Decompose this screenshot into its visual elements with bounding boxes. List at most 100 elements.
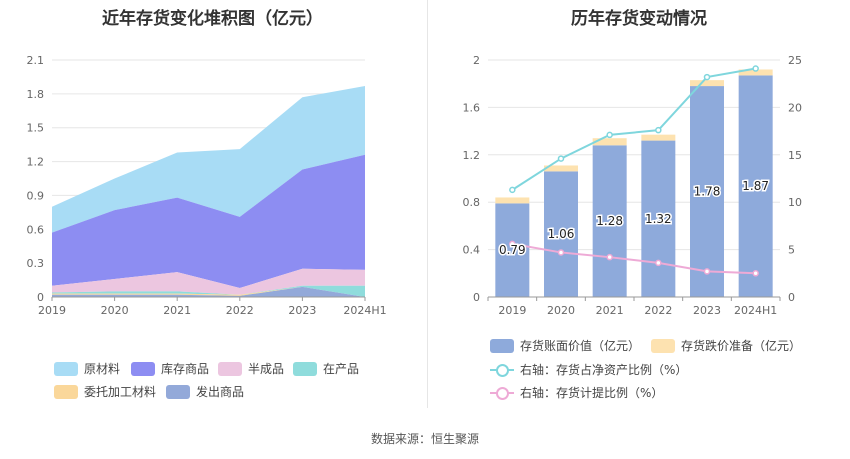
y2-tick-label: 10 <box>788 196 802 209</box>
legend-swatch <box>166 384 190 399</box>
legend-label: 库存商品 <box>161 362 210 376</box>
line-point <box>703 73 711 81</box>
y-tick-label: 2.1 <box>27 54 45 67</box>
y-tick-label: 0.9 <box>27 189 45 202</box>
y-tick-label: 1.5 <box>27 122 45 135</box>
x-tick-label: 2020 <box>547 304 575 317</box>
data-source-note: 数据来源：恒生聚源 <box>370 432 479 446</box>
panel-divider <box>427 0 428 408</box>
bar-book-value <box>495 203 530 297</box>
legend-swatch <box>293 361 317 376</box>
x-tick-label: 2019 <box>38 304 66 317</box>
y-tick-label: 1.2 <box>463 149 481 162</box>
legend-swatch <box>54 384 78 399</box>
bar-data-label: 1.78 <box>694 185 721 199</box>
y-tick-label: 1.2 <box>27 156 45 169</box>
line-point <box>606 253 613 261</box>
line-point <box>752 270 759 277</box>
legend-item-in-process[interactable]: 在产品 <box>293 360 359 377</box>
y-tick-label: 2 <box>473 54 480 67</box>
line-point <box>655 126 662 134</box>
legend-swatch <box>651 338 675 353</box>
legend-label: 右轴：存货计提比例（%） <box>520 386 664 400</box>
bar-impairment <box>738 69 773 76</box>
legend-label: 右轴：存货占净资产比例（%） <box>520 363 688 377</box>
x-tick-label: 2022 <box>644 304 672 317</box>
left-chart-title: 近年存货变化堆积图（亿元） <box>102 9 323 29</box>
y2-tick-label: 0 <box>788 291 795 304</box>
bar-impairment <box>690 80 724 87</box>
legend-label: 原材料 <box>84 362 121 376</box>
x-tick-label: 2022 <box>226 304 254 317</box>
legend-item-book-value[interactable]: 存货账面价值（亿元） <box>490 337 640 354</box>
x-tick-label: 2021 <box>163 304 191 317</box>
bar-impairment <box>544 165 578 172</box>
bar-data-label: 0.79 <box>499 243 526 257</box>
legend-item-shipped-goods[interactable]: 发出商品 <box>166 383 244 400</box>
x-tick-label: 2024H1 <box>734 304 777 317</box>
line-point <box>557 155 565 162</box>
legend-label: 委托加工材料 <box>84 385 157 399</box>
line-point <box>655 259 662 267</box>
legend-item-impairment[interactable]: 存货跌价准备（亿元） <box>651 337 801 354</box>
y2-tick-label: 25 <box>788 54 802 67</box>
legend-swatch <box>54 361 78 376</box>
bar-impairment <box>592 138 627 146</box>
y-tick-label: 0 <box>37 291 44 304</box>
legend-label: 存货账面价值（亿元） <box>520 339 641 353</box>
legend-label: 存货跌价准备（亿元） <box>681 339 802 353</box>
area-semi_finished <box>52 268 365 295</box>
line-point <box>557 249 565 256</box>
y-tick-label: 0.6 <box>27 223 45 236</box>
bar-book-value <box>592 145 627 297</box>
x-tick-label: 2019 <box>498 304 526 317</box>
legend-item-consigned-material[interactable]: 委托加工材料 <box>54 383 156 400</box>
bar-data-label: 1.06 <box>548 227 575 241</box>
line-point <box>509 240 516 248</box>
line-point <box>606 131 613 139</box>
x-tick-label: 2021 <box>596 304 624 317</box>
bar-impairment <box>495 197 530 204</box>
y-tick-label: 0.4 <box>463 244 481 257</box>
legend-label: 在产品 <box>323 362 360 376</box>
x-tick-label: 2023 <box>288 304 316 317</box>
legend-item-net-asset-ratio[interactable]: 右轴：存货占净资产比例（%） <box>490 361 687 378</box>
right-chart-title: 历年存货变动情况 <box>571 9 707 29</box>
area-raw_material <box>52 85 365 233</box>
line-provision-ratio <box>512 242 756 275</box>
y-tick-label: 0.3 <box>27 257 45 270</box>
y2-tick-label: 20 <box>788 101 802 114</box>
bar-data-label: 1.87 <box>742 179 769 193</box>
line-point <box>752 65 759 72</box>
y-tick-label: 1.8 <box>27 88 45 101</box>
legend-item-inventory-goods[interactable]: 库存商品 <box>131 360 209 377</box>
bar-data-label: 1.28 <box>596 214 623 228</box>
y2-tick-label: 5 <box>788 244 795 257</box>
area-shipped_goods <box>52 286 365 297</box>
area-inventory_goods <box>52 154 365 288</box>
bar-book-value <box>738 75 773 297</box>
y2-tick-label: 15 <box>788 149 802 162</box>
x-tick-label: 2024H1 <box>343 304 386 317</box>
legend-swatch <box>218 361 242 376</box>
legend-line-swatch <box>490 363 514 377</box>
bar-impairment <box>641 134 676 141</box>
line-net-asset-ratio <box>511 67 756 191</box>
line-point <box>509 186 516 194</box>
bar-book-value <box>641 140 676 297</box>
bar-book-value <box>690 86 724 297</box>
legend-item-semi-finished[interactable]: 半成品 <box>218 360 284 377</box>
y-tick-label: 0.8 <box>463 196 481 209</box>
area-in_process <box>52 285 365 297</box>
legend-label: 半成品 <box>248 362 285 376</box>
line-point <box>703 268 711 275</box>
legend-item-provision-ratio[interactable]: 右轴：存货计提比例（%） <box>490 384 663 401</box>
area-consigned_material <box>52 286 365 297</box>
legend-swatch <box>131 361 155 376</box>
x-tick-label: 2023 <box>693 304 721 317</box>
x-tick-label: 2020 <box>101 304 129 317</box>
legend-label: 发出商品 <box>196 385 245 399</box>
legend-item-raw-material[interactable]: 原材料 <box>54 360 120 377</box>
legend-line-swatch <box>490 386 514 400</box>
